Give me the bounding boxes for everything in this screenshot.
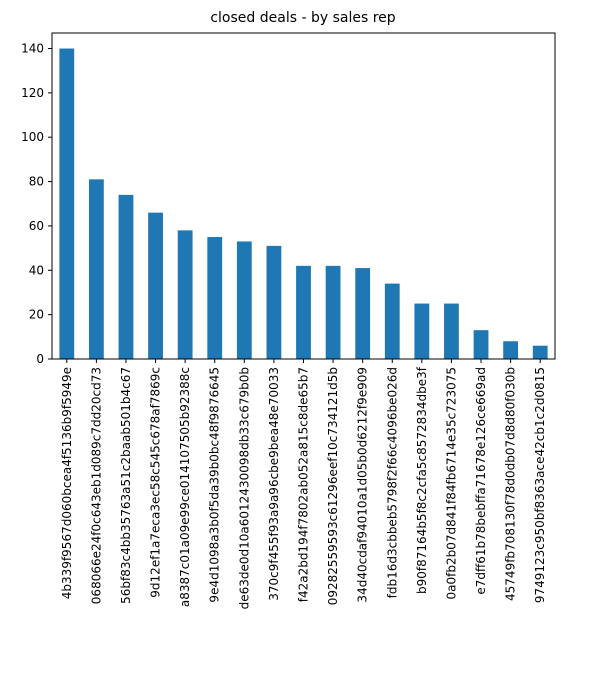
bar <box>384 283 400 359</box>
x-tick-label: 068066e24f0c643eb1d089c7dd20cd73 <box>89 367 103 604</box>
y-tick-label: 120 <box>21 86 44 100</box>
bar <box>59 48 75 360</box>
x-tick-label: 370c9f455f93a9a96cbe9bea48e70033 <box>267 367 281 601</box>
x-tick-label: 56bf83c4bb35763a51c2baab501b4c67 <box>119 367 133 604</box>
x-tick-label: 09282559593c61296eef10c734121d5b <box>326 367 340 605</box>
bar <box>118 194 134 359</box>
x-tick-label: 9e4d1098a3b0f5da39b0bc48f9876645 <box>208 367 222 603</box>
y-tick-label: 40 <box>29 263 44 277</box>
bar <box>532 345 548 359</box>
y-tick-label: 20 <box>29 308 44 322</box>
y-tick-label: 80 <box>29 175 44 189</box>
x-tick-label: e7dff61b78bebffa71678e126ce669ad <box>474 367 488 595</box>
x-tick-label: 34d40cdaf94010a1d05b0d6212f9e909 <box>356 367 370 603</box>
bar <box>414 303 430 359</box>
x-tick-label: 45749fb708130f78d0db07d8d80f030b <box>504 367 518 601</box>
x-tick-label: b90f87164b5f8c2cfa5c8572834dbe3f <box>415 366 429 594</box>
x-tick-label: a8387c01a09e99ce014107505b92388c <box>178 367 192 607</box>
y-tick-label: 100 <box>21 130 44 144</box>
bar <box>266 245 282 359</box>
bar <box>177 230 193 359</box>
y-tick-label: 140 <box>21 42 44 56</box>
x-tick-label: 0a0fb2b07d841f84fb6714e35c723075 <box>444 367 458 599</box>
y-tick-label: 0 <box>36 352 44 366</box>
plot-frame <box>51 32 556 360</box>
bar <box>148 212 163 359</box>
bar <box>325 265 341 359</box>
bar <box>207 237 223 359</box>
x-tick-label: 4b339f9567d060bcea4f5136b9f5949e <box>60 367 74 599</box>
y-tick-label: 60 <box>29 219 44 233</box>
bar <box>473 330 489 359</box>
bar <box>236 241 252 359</box>
bar <box>296 265 311 359</box>
x-tick-label: 9749123c950bf8363ace42cb1c2d0815 <box>533 367 547 603</box>
bar <box>355 268 371 359</box>
bar <box>444 303 459 359</box>
x-tick-label: de63de0d10a6012430098db33c679b0b <box>237 367 251 609</box>
chart-title: closed deals - by sales rep <box>210 10 395 26</box>
x-tick-label: fdb16d3cbbeb5798f2f66c4096be026d <box>385 367 399 598</box>
x-tick-label: f42a2bd194f7802ab052a815c8de65b7 <box>297 367 311 602</box>
bar <box>503 341 519 359</box>
x-tick-label: 9d12ef1a7eca3ec58c545c678af7869c <box>149 367 163 598</box>
bar <box>88 179 104 359</box>
